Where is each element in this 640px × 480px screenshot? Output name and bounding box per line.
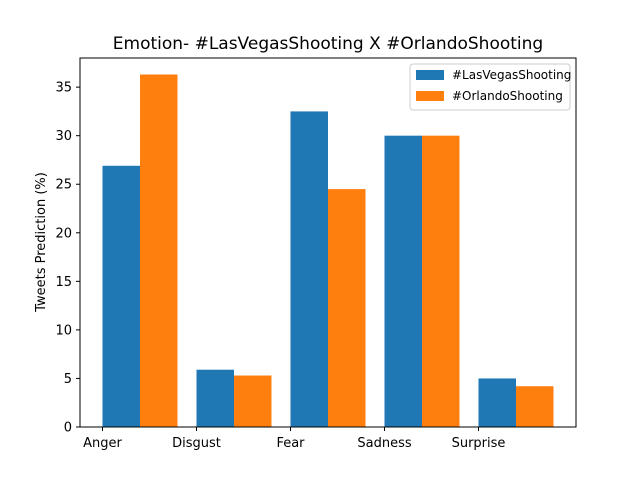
bar-orlando-anger: [140, 74, 178, 427]
x-tick-label-disgust: Disgust: [172, 436, 221, 451]
y-tick-label: 20: [55, 226, 72, 241]
legend-label-lasvegas: #LasVegasShooting: [452, 68, 571, 82]
y-tick-label: 5: [64, 372, 72, 387]
y-tick-label: 30: [55, 129, 72, 144]
legend-box: [409, 63, 571, 111]
bar-lasvegas-anger: [102, 165, 140, 428]
legend-swatch-lasvegas: [416, 70, 444, 80]
y-tick-label: 0: [64, 421, 72, 436]
y-axis-label: Tweets Prediction (%): [34, 172, 49, 313]
y-tick-label: 15: [55, 275, 72, 290]
bar-lasvegas-sadness: [384, 135, 422, 427]
x-tick-label-anger: Anger: [83, 436, 122, 451]
x-axis: Anger Disgust Fear Sadness Surprise: [83, 427, 505, 451]
bar-orlando-sadness: [422, 135, 460, 427]
plot-frame: [79, 57, 577, 428]
x-tick-label-fear: Fear: [276, 436, 305, 451]
bar-orlando-fear: [328, 189, 366, 427]
bars-group: [102, 74, 554, 428]
chart-title: Emotion- #LasVegasShooting X #OrlandoSho…: [113, 34, 543, 54]
bar-orlando-surprise: [516, 386, 554, 427]
y-axis: 0 5 10 15 20 25 30 35: [55, 81, 80, 436]
legend-label-orlando: #OrlandoShooting: [452, 89, 563, 103]
bar-orlando-disgust: [234, 375, 272, 427]
bar-lasvegas-fear: [290, 111, 328, 427]
x-tick-label-surprise: Surprise: [452, 436, 506, 451]
bar-lasvegas-disgust: [196, 369, 234, 427]
y-tick-label: 10: [55, 323, 72, 338]
y-tick-label: 35: [55, 81, 72, 96]
bar-lasvegas-surprise: [478, 378, 516, 427]
y-tick-label: 25: [55, 178, 72, 193]
legend-swatch-orlando: [416, 91, 444, 101]
legend: #LasVegasShooting #OrlandoShooting: [409, 63, 571, 111]
x-tick-label-sadness: Sadness: [357, 436, 411, 451]
